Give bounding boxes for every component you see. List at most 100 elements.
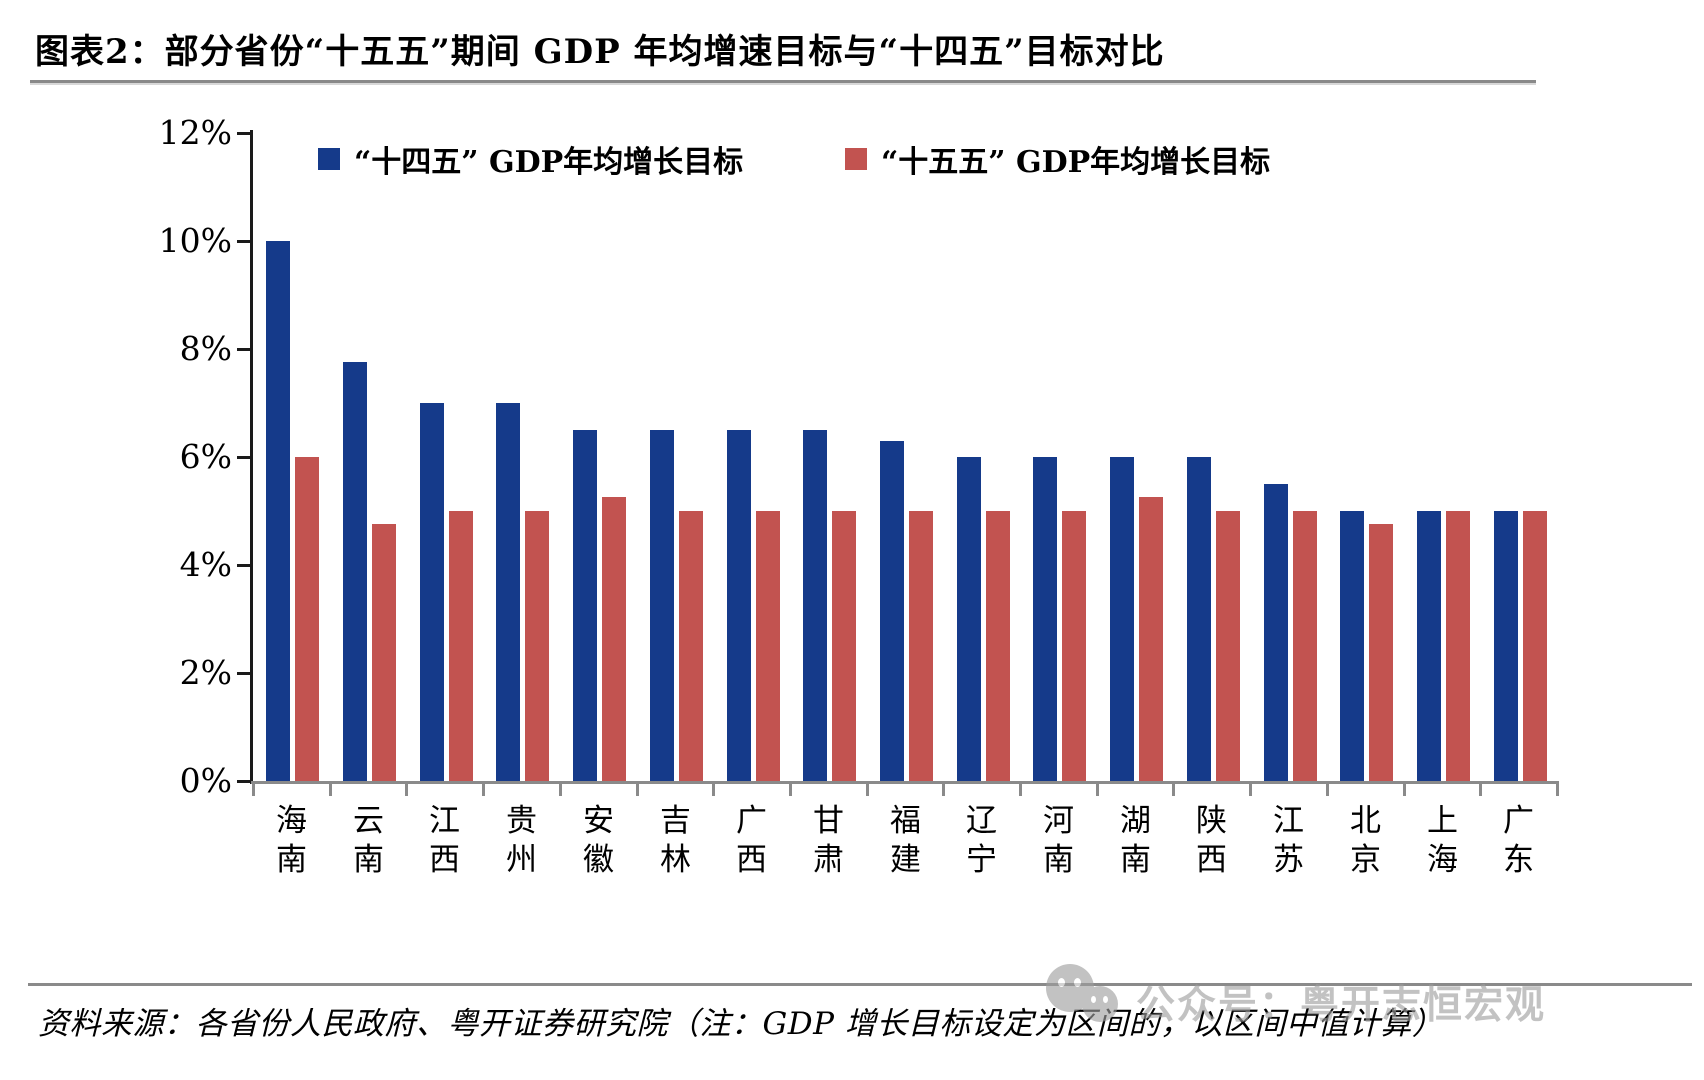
x-axis-label-甘肃: 甘 肃: [813, 803, 844, 878]
bar-plan14-广西: [727, 430, 751, 781]
legend-swatch-blue: [318, 148, 340, 170]
x-axis-label-吉林: 吉 林: [660, 803, 691, 878]
bar-plan15-江苏: [1293, 511, 1317, 781]
source-note: 资料来源：各省份人民政府、粤开证券研究院（注：GDP 增长目标设定为区间的，以区…: [38, 1006, 1444, 1042]
title-divider: [30, 80, 1536, 83]
bar-plan15-广西: [756, 511, 780, 781]
bar-plan15-辽宁: [986, 511, 1010, 781]
wechat-smiley-icon-small: [1082, 986, 1118, 1022]
y-axis-tick: [237, 240, 250, 243]
x-axis-tick: [405, 783, 408, 796]
bar-plan15-广东: [1523, 511, 1547, 781]
bar-plan14-江苏: [1264, 484, 1288, 781]
footer-divider: [28, 983, 1692, 986]
x-axis-label-辽宁: 辽 宁: [966, 803, 997, 878]
bar-plan14-上海: [1417, 511, 1441, 781]
bar-plan14-贵州: [496, 403, 520, 781]
x-axis-tick: [482, 783, 485, 796]
x-axis-label-河南: 河 南: [1043, 803, 1074, 878]
x-axis-label-海南: 海 南: [276, 803, 307, 878]
bar-plan15-福建: [909, 511, 933, 781]
bar-plan14-海南: [266, 241, 290, 781]
x-axis-label-贵州: 贵 州: [506, 803, 537, 878]
x-axis: [251, 781, 1559, 784]
bar-plan15-河南: [1062, 511, 1086, 781]
x-axis-tick: [1326, 783, 1329, 796]
x-axis-label-广西: 广 西: [736, 803, 767, 878]
y-axis-tick-label: 12%: [158, 113, 232, 152]
x-axis-label-福建: 福 建: [890, 803, 921, 878]
bar-plan14-陕西: [1187, 457, 1211, 781]
bar-plan15-海南: [295, 457, 319, 781]
legend-item-15th-plan: “十五五” GDP年均增长目标: [845, 137, 1270, 181]
x-axis-label-安徽: 安 徽: [583, 803, 614, 878]
x-axis-label-广东: 广 东: [1503, 803, 1534, 878]
y-axis-tick: [237, 564, 250, 567]
bar-plan14-广东: [1494, 511, 1518, 781]
x-axis-tick: [1403, 783, 1406, 796]
bar-plan15-甘肃: [832, 511, 856, 781]
bar-plan15-贵州: [525, 511, 549, 781]
bar-plan15-北京: [1369, 524, 1393, 781]
bar-plan15-陕西: [1216, 511, 1240, 781]
x-axis-tick: [1249, 783, 1252, 796]
bar-plan15-安徽: [602, 497, 626, 781]
x-axis-tick: [1096, 783, 1099, 796]
bar-plan14-江西: [420, 403, 444, 781]
x-axis-tick: [329, 783, 332, 796]
watermark-text: 公众号：粤开志恒宏观: [1136, 984, 1547, 1027]
x-axis-label-江苏: 江 苏: [1273, 803, 1304, 878]
x-axis-label-陕西: 陕 西: [1196, 803, 1227, 878]
bar-plan14-北京: [1340, 511, 1364, 781]
x-axis-tick: [252, 783, 255, 796]
x-axis-tick: [559, 783, 562, 796]
legend-swatch-red: [845, 148, 867, 170]
y-axis-tick-label: 0%: [179, 761, 232, 800]
y-axis-tick-label: 8%: [179, 329, 232, 368]
legend-label-15th-plan: “十五五” GDP年均增长目标: [881, 145, 1271, 180]
x-axis-tick: [1019, 783, 1022, 796]
bar-plan15-江西: [449, 511, 473, 781]
y-axis-tick: [237, 348, 250, 351]
bar-plan14-辽宁: [957, 457, 981, 781]
bar-plan14-湖南: [1110, 457, 1134, 781]
y-axis-tick-label: 10%: [158, 221, 232, 260]
watermark: 公众号：粤开志恒宏观: [1044, 958, 1704, 1028]
bar-plan15-湖南: [1139, 497, 1163, 781]
x-axis-tick: [1172, 783, 1175, 796]
bar-plan14-甘肃: [803, 430, 827, 781]
x-axis-tick: [942, 783, 945, 796]
x-axis-label-江西: 江 西: [429, 803, 460, 878]
bar-plan15-上海: [1446, 511, 1470, 781]
y-axis-tick: [237, 672, 250, 675]
bar-plan14-河南: [1033, 457, 1057, 781]
bar-plan14-安徽: [573, 430, 597, 781]
y-axis-tick: [237, 132, 250, 135]
legend-item-14th-plan: “十四五” GDP年均增长目标: [318, 137, 743, 181]
x-axis-tick: [636, 783, 639, 796]
bar-plan15-云南: [372, 524, 396, 781]
x-axis-label-北京: 北 京: [1350, 803, 1381, 878]
x-axis-tick: [789, 783, 792, 796]
y-axis: [250, 130, 253, 784]
y-axis-tick-label: 6%: [179, 437, 232, 476]
bar-plan15-吉林: [679, 511, 703, 781]
y-axis-tick-label: 4%: [179, 545, 232, 584]
y-axis-tick: [237, 456, 250, 459]
bar-plan14-福建: [880, 441, 904, 781]
x-axis-tick: [1556, 783, 1559, 796]
x-axis-label-湖南: 湖 南: [1120, 803, 1151, 878]
title-divider-shadow: [30, 83, 1536, 85]
x-axis-tick: [712, 783, 715, 796]
bar-plan14-吉林: [650, 430, 674, 781]
x-axis-tick: [1479, 783, 1482, 796]
x-axis-label-云南: 云 南: [353, 803, 384, 878]
x-axis-tick: [866, 783, 869, 796]
legend-label-14th-plan: “十四五” GDP年均增长目标: [354, 145, 744, 180]
x-axis-label-上海: 上 海: [1427, 803, 1458, 878]
figure-title: 图表2：部分省份“十五五”期间 GDP 年均增速目标与“十四五”目标对比: [35, 32, 1165, 72]
bar-plan14-云南: [343, 362, 367, 781]
y-axis-tick: [237, 780, 250, 783]
